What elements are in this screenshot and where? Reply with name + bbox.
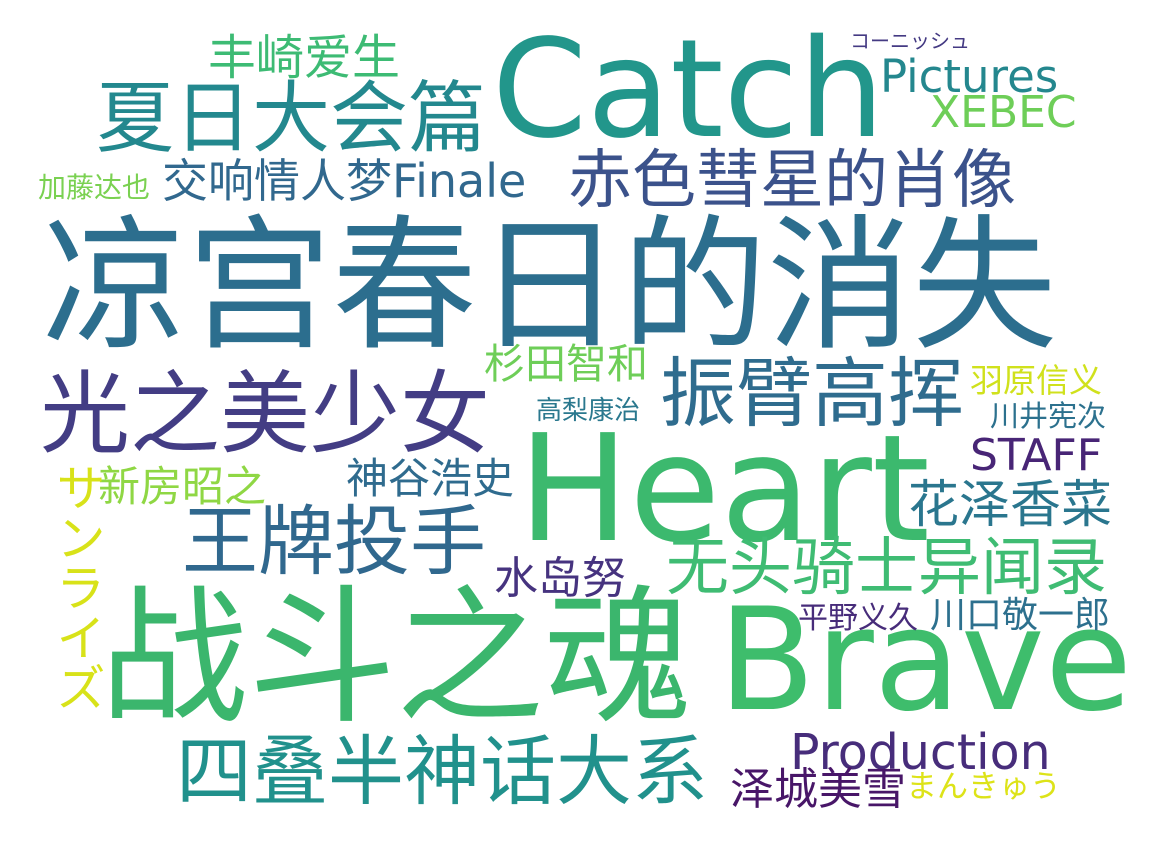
word: 水岛努 (494, 553, 626, 604)
word: 无头骑士异闻录 (666, 531, 1107, 604)
word: XEBEC (930, 87, 1077, 138)
word: 丰崎爱生 (208, 30, 401, 86)
word: 平野义久 (798, 601, 918, 636)
word: 振臂高挥 (660, 349, 964, 438)
word: 新房昭之 (98, 462, 267, 511)
word: 泽城美雪 (730, 764, 906, 815)
word: 光之美少女 (40, 362, 490, 467)
word: 夏日大会篇 (96, 74, 487, 164)
word: コーニッシュ (850, 29, 970, 53)
word: 王牌投手 (182, 497, 486, 586)
word: Production (790, 724, 1051, 781)
word: 川井宪次 (990, 399, 1107, 433)
word: 川口敬一郎 (930, 595, 1111, 636)
word: 交响情人梦Finale (162, 154, 527, 208)
word: Heart (518, 403, 930, 575)
word: 赤色彗星的肖像 (568, 144, 1016, 218)
word: 加藤达也 (38, 171, 151, 204)
word: Brave (718, 578, 1133, 743)
word: 羽原信义 (970, 361, 1102, 400)
word: 高梨康治 (536, 396, 641, 426)
word: 四叠半神话大系 (176, 727, 708, 816)
word: Pictures (880, 50, 1059, 103)
word: Catch (492, 11, 885, 169)
word: STAFF (970, 430, 1103, 481)
word: 神谷浩史 (346, 454, 515, 503)
word: サンライズ (48, 462, 106, 712)
word: 战斗之魂 (100, 572, 692, 744)
word: 花泽香菜 (908, 476, 1113, 535)
word: まんきゅう (906, 769, 1061, 805)
word: 杉田智和 (484, 340, 648, 388)
word: 凉宫春日的消失 (42, 202, 1057, 371)
